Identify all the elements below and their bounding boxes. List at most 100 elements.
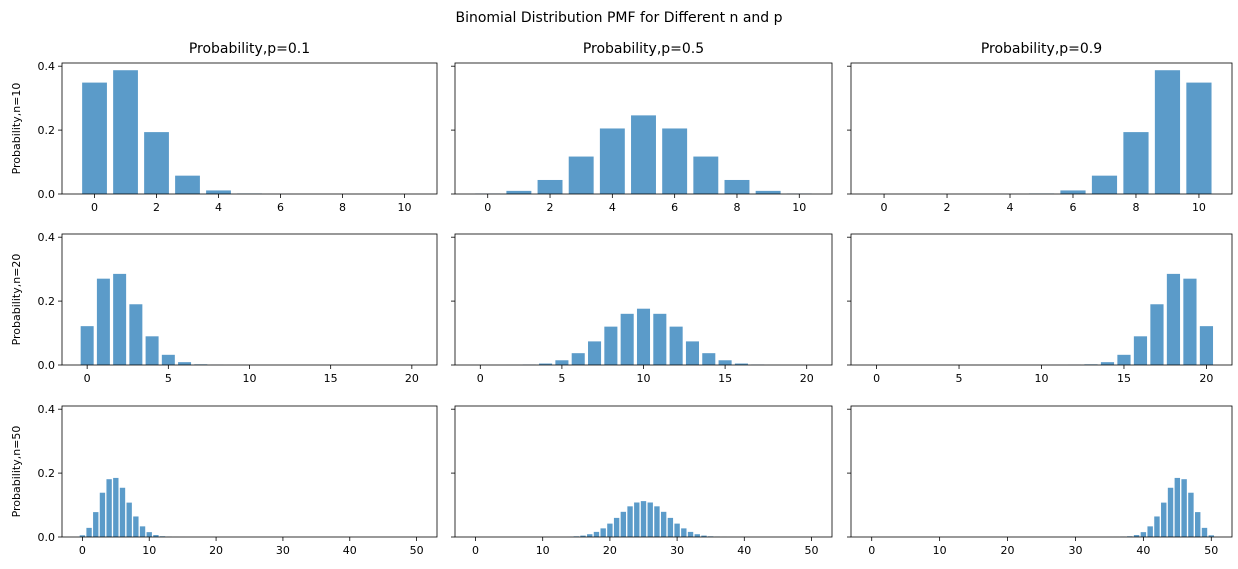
bar-n50-p0.1-k6 bbox=[119, 487, 126, 537]
bar-n50-p0.5-k27 bbox=[654, 506, 660, 537]
x-tick-label: 10 bbox=[933, 544, 947, 557]
bar-n50-p0.5-k34 bbox=[701, 535, 707, 537]
bar-n50-p0.9-k39 bbox=[1133, 535, 1140, 537]
x-tick-label: 0 bbox=[472, 544, 479, 557]
x-tick-label: 4 bbox=[1007, 201, 1014, 214]
column-title: Probability,p=0.9 bbox=[981, 41, 1102, 57]
bar-n10-p0.1-k0 bbox=[82, 82, 107, 194]
bar-n50-p0.1-k9 bbox=[139, 526, 146, 537]
bar-n50-p0.5-k23 bbox=[627, 506, 633, 537]
bar-n20-p0.5-k5 bbox=[555, 360, 569, 365]
y-tick-label: 0.2 bbox=[38, 124, 56, 137]
bar-n10-p0.9-k7 bbox=[1091, 175, 1118, 194]
y-tick-label: 0.4 bbox=[38, 231, 56, 244]
x-tick-label: 8 bbox=[733, 201, 740, 214]
bar-n50-p0.1-k11 bbox=[153, 535, 159, 537]
bar-n10-p0.9-k9 bbox=[1154, 70, 1181, 194]
bar-n50-p0.5-k18 bbox=[593, 531, 600, 537]
bar-n50-p0.1-k2 bbox=[93, 512, 99, 537]
axes-frame bbox=[61, 405, 438, 538]
bar-n50-p0.1-k5 bbox=[113, 477, 119, 537]
x-tick-label: 30 bbox=[670, 544, 684, 557]
x-tick-label: 15 bbox=[1117, 372, 1131, 385]
bar-n20-p0.1-k5 bbox=[161, 354, 175, 365]
bar-n10-p0.5-k1 bbox=[506, 190, 532, 194]
bar-n20-p0.5-k11 bbox=[653, 313, 667, 365]
x-tick-label: 30 bbox=[276, 544, 290, 557]
row-ylabel: Probability,n=10 bbox=[10, 83, 23, 175]
bar-n20-p0.9-k14 bbox=[1100, 362, 1115, 365]
bar-n50-p0.5-k17 bbox=[587, 534, 593, 537]
x-tick-label: 0 bbox=[79, 544, 86, 557]
axes-frame bbox=[454, 405, 833, 538]
x-tick-label: 0 bbox=[91, 201, 98, 214]
bar-n20-p0.1-k4 bbox=[145, 336, 159, 365]
bar-n50-p0.5-k31 bbox=[681, 528, 687, 537]
bar-n50-p0.5-k29 bbox=[667, 517, 674, 537]
axes-frame bbox=[61, 62, 438, 195]
bar-n20-p0.1-k1 bbox=[96, 278, 110, 365]
x-tick-label: 15 bbox=[324, 372, 338, 385]
x-tick-label: 8 bbox=[339, 201, 346, 214]
y-tick-label: 0.0 bbox=[38, 531, 56, 544]
column-title: Probability,p=0.5 bbox=[583, 41, 704, 57]
x-tick-label: 10 bbox=[637, 372, 651, 385]
x-tick-label: 20 bbox=[800, 372, 814, 385]
x-tick-label: 40 bbox=[343, 544, 357, 557]
bar-n20-p0.5-k10 bbox=[636, 308, 651, 365]
bar-n10-p0.1-k3 bbox=[175, 175, 200, 194]
bar-n50-p0.5-k26 bbox=[647, 502, 653, 537]
bar-n20-p0.5-k8 bbox=[604, 326, 618, 365]
bar-n20-p0.5-k16 bbox=[734, 363, 748, 365]
row-ylabel: Probability,n=20 bbox=[10, 254, 23, 346]
x-tick-label: 6 bbox=[1069, 201, 1076, 214]
bar-n50-p0.5-k25 bbox=[640, 501, 647, 537]
x-tick-label: 5 bbox=[558, 372, 565, 385]
bar-n10-p0.9-k6 bbox=[1060, 190, 1086, 194]
bar-n20-p0.5-k13 bbox=[685, 341, 699, 365]
x-tick-label: 20 bbox=[1199, 372, 1213, 385]
bar-n10-p0.5-k3 bbox=[568, 156, 594, 194]
bar-n50-p0.9-k49 bbox=[1201, 527, 1208, 537]
x-tick-label: 0 bbox=[477, 372, 484, 385]
subplot-n20-p0.5: 0 5 10 15 20 bbox=[451, 233, 833, 385]
x-tick-label: 50 bbox=[410, 544, 424, 557]
bar-n50-p0.9-k45 bbox=[1174, 477, 1181, 537]
row-ylabel: Probability,n=50 bbox=[10, 426, 23, 518]
y-tick-label: 0.0 bbox=[38, 359, 56, 372]
bar-n50-p0.9-k42 bbox=[1154, 516, 1160, 537]
x-tick-label: 0 bbox=[484, 201, 491, 214]
x-tick-label: 10 bbox=[1192, 201, 1206, 214]
bar-n50-p0.5-k32 bbox=[687, 531, 694, 537]
bar-n10-p0.9-k8 bbox=[1123, 132, 1149, 194]
axes-frame bbox=[850, 405, 1233, 538]
bar-n20-p0.5-k9 bbox=[620, 313, 634, 365]
x-tick-label: 10 bbox=[243, 372, 257, 385]
x-tick-label: 20 bbox=[1001, 544, 1015, 557]
bar-n50-p0.5-k19 bbox=[600, 528, 606, 537]
x-tick-label: 6 bbox=[277, 201, 284, 214]
y-tick-label: 0.2 bbox=[38, 467, 56, 480]
bar-n50-p0.9-k47 bbox=[1188, 492, 1194, 537]
subplot-n20-p0.9: 0 5 10 15 20 bbox=[847, 233, 1233, 385]
bar-n50-p0.1-k1 bbox=[86, 527, 92, 537]
bar-n50-p0.1-k0 bbox=[79, 535, 86, 537]
x-tick-label: 0 bbox=[873, 372, 880, 385]
x-tick-label: 10 bbox=[142, 544, 156, 557]
x-tick-label: 2 bbox=[547, 201, 554, 214]
x-tick-label: 10 bbox=[792, 201, 806, 214]
bar-n10-p0.1-k4 bbox=[206, 190, 231, 194]
bar-n10-p0.5-k5 bbox=[631, 115, 656, 194]
bar-n20-p0.5-k7 bbox=[588, 341, 602, 365]
bar-n50-p0.5-k22 bbox=[620, 511, 627, 537]
bar-n50-p0.5-k16 bbox=[580, 535, 586, 537]
subplot-n10-p0.9: 0 2 4 6 8 10 Probability,p=0.9 bbox=[847, 41, 1233, 214]
bar-n50-p0.9-k40 bbox=[1140, 532, 1147, 537]
x-tick-label: 0 bbox=[84, 372, 91, 385]
y-tick-label: 0.2 bbox=[38, 295, 56, 308]
bar-n50-p0.9-k50 bbox=[1208, 535, 1214, 537]
bar-n20-p0.5-k6 bbox=[571, 353, 585, 365]
bar-n10-p0.9-k10 bbox=[1186, 82, 1212, 194]
bar-n20-p0.5-k12 bbox=[669, 326, 683, 365]
bar-n20-p0.9-k16 bbox=[1133, 336, 1148, 365]
